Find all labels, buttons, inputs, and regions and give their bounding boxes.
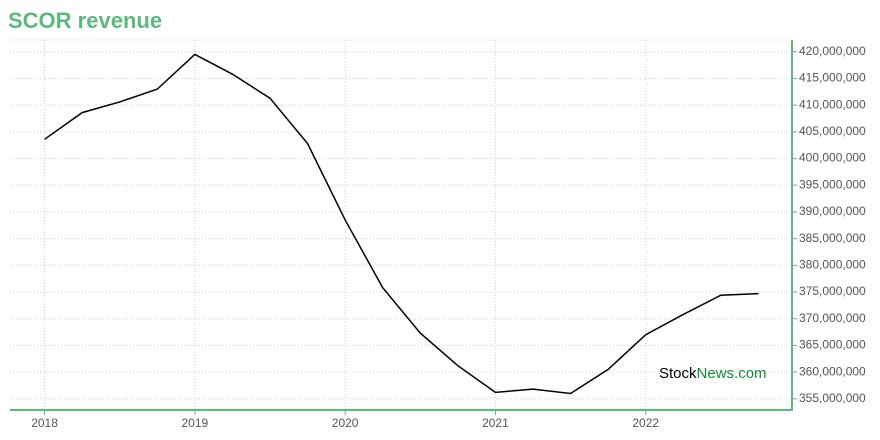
y-tick-label: 360,000,000 xyxy=(799,364,866,378)
x-tick-label: 2020 xyxy=(332,416,359,430)
watermark-news: News.com xyxy=(697,365,767,382)
x-tick-label: 2019 xyxy=(182,416,209,430)
y-tick-label: 415,000,000 xyxy=(799,71,866,85)
y-tick-label: 395,000,000 xyxy=(799,177,866,191)
y-tick-label: 420,000,000 xyxy=(799,44,866,58)
chart-title: SCOR revenue xyxy=(8,8,162,33)
y-tick-label: 400,000,000 xyxy=(799,151,866,165)
y-tick-label: 380,000,000 xyxy=(799,257,866,271)
y-tick-label: 375,000,000 xyxy=(799,284,866,298)
y-tick-label: 385,000,000 xyxy=(799,231,866,245)
y-tick-label: 365,000,000 xyxy=(799,338,866,352)
x-tick-label: 2018 xyxy=(31,416,58,430)
y-tick-label: 405,000,000 xyxy=(799,124,866,138)
y-tick-label: 370,000,000 xyxy=(799,311,866,325)
line xyxy=(44,53,759,395)
watermark: StockNews.com xyxy=(659,365,767,382)
x-tick-label: 2021 xyxy=(482,416,509,430)
watermark-stock: Stock xyxy=(659,365,697,382)
x-tick-label: 2022 xyxy=(632,416,659,430)
y-tick-label: 355,000,000 xyxy=(799,391,866,405)
y-tick-label: 390,000,000 xyxy=(799,204,866,218)
y-tick-label: 410,000,000 xyxy=(799,97,866,111)
